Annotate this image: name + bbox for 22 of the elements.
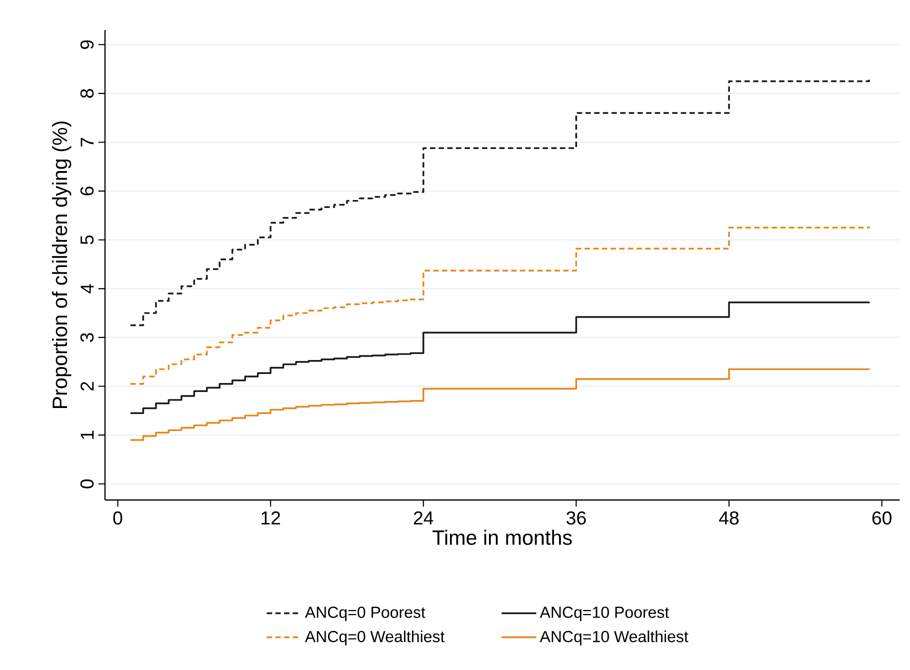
- y-tick-label: 7: [80, 138, 94, 146]
- y-tick-label: 9: [80, 40, 94, 49]
- y-tick-label: 1: [80, 430, 94, 439]
- x-tick-label: 24: [414, 511, 434, 524]
- y-tick-label: 8: [80, 89, 94, 98]
- y-tick-label: 0: [80, 479, 94, 488]
- x-axis-title: Time in months: [432, 530, 572, 545]
- legend-label: ANCq=0 Poorest: [304, 606, 426, 622]
- legend-label: ANCq=0 Wealthiest: [304, 630, 445, 646]
- y-tick-label: 6: [80, 186, 94, 196]
- legend-label: ANCq=10 Wealthiest: [540, 630, 688, 646]
- y-tick-label: 2: [80, 382, 94, 391]
- y-tick-label: 5: [80, 235, 94, 244]
- legend-label: ANCq=10 Poorest: [540, 606, 670, 622]
- x-tick-label: 48: [719, 511, 739, 525]
- x-tick-label: 12: [262, 511, 280, 524]
- y-tick-label: 4: [80, 284, 94, 294]
- x-tick-label: 60: [872, 511, 892, 525]
- y-axis-title: Proportion of children dying (%): [52, 122, 72, 408]
- x-tick-label: 0: [113, 511, 122, 525]
- y-tick-label: 3: [80, 333, 94, 342]
- x-tick-label: 36: [566, 511, 586, 525]
